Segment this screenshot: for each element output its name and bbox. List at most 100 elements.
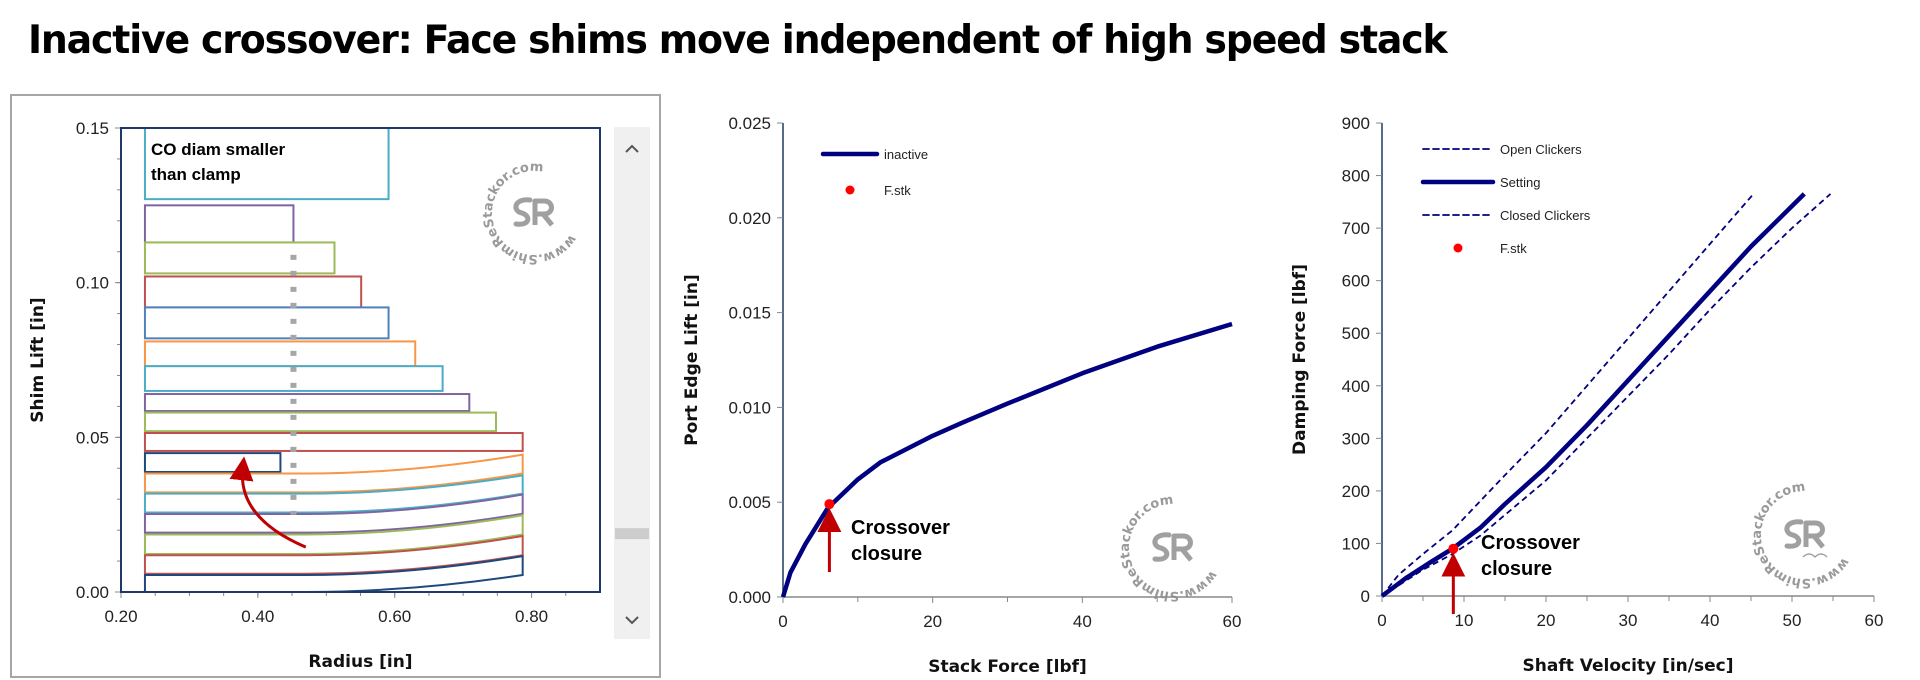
watermark-s-glyph-icon bbox=[513, 197, 533, 227]
x-tick-label: 0.20 bbox=[104, 607, 137, 626]
legend-label: F.stk bbox=[1500, 241, 1527, 256]
watermark-logo: www.ShimReStackor.com bbox=[1730, 466, 1877, 610]
scrollbar-thumb[interactable] bbox=[615, 528, 649, 540]
fstk-marker bbox=[1448, 543, 1459, 554]
y-tick-label: 200 bbox=[1342, 482, 1370, 501]
y-tick-label: 400 bbox=[1342, 377, 1370, 396]
watermark-pro-mark-icon bbox=[1802, 553, 1828, 559]
watermark-text: www.ShimReStackor.com bbox=[1730, 466, 1877, 610]
y-tick-label: 0.010 bbox=[728, 398, 771, 417]
series-line-inactive bbox=[780, 321, 1233, 598]
red-arrow-icon bbox=[229, 456, 307, 549]
y-tick-label: 0.00 bbox=[76, 583, 109, 602]
annotation-line-1: Crossover bbox=[851, 517, 950, 539]
stacked-shim bbox=[143, 393, 471, 413]
x-tick-label: 40 bbox=[1701, 611, 1720, 630]
series-line-setting bbox=[1380, 192, 1806, 598]
stacked-shim bbox=[143, 452, 282, 473]
page-title: Inactive crossover: Face shims move inde… bbox=[28, 18, 1448, 63]
stacked-shim bbox=[143, 306, 390, 340]
x-tick-label: 20 bbox=[923, 612, 942, 631]
x-axis-label: Shaft Velocity [in/sec] bbox=[1523, 656, 1734, 676]
x-axis-label: Stack Force [lbf] bbox=[928, 657, 1087, 677]
y-tick-label: 500 bbox=[1342, 324, 1370, 343]
watermark-text: www.ShimReStackor.com bbox=[1098, 479, 1245, 623]
x-tick-label: 0.80 bbox=[515, 607, 548, 626]
y-axis-label: Shim Lift [in] bbox=[28, 297, 48, 422]
y-tick-label: 0 bbox=[1361, 587, 1370, 606]
y-tick-label: 300 bbox=[1342, 429, 1370, 448]
deflected-shim bbox=[143, 514, 524, 555]
x-tick-label: 0.40 bbox=[241, 607, 274, 626]
stacked-shim bbox=[143, 411, 497, 433]
y-tick-label: 0.025 bbox=[728, 114, 771, 133]
x-tick-label: 0 bbox=[1377, 611, 1386, 630]
chevron-up-icon[interactable] bbox=[625, 144, 639, 153]
plot-frame bbox=[120, 127, 601, 593]
x-tick-label: 0.60 bbox=[378, 607, 411, 626]
annotation-line-2: closure bbox=[1481, 558, 1552, 580]
deflected-shim bbox=[143, 534, 524, 575]
y-tick-label: 100 bbox=[1342, 534, 1370, 553]
stacked-shim bbox=[143, 340, 417, 368]
watermark-r-glyph-icon bbox=[1803, 520, 1825, 549]
stacked-shim bbox=[143, 275, 363, 309]
y-tick-label: 800 bbox=[1342, 167, 1370, 186]
y-tick-label: 0.005 bbox=[728, 493, 771, 512]
legend-label: Setting bbox=[1500, 175, 1540, 190]
x-axis-label: Radius [in] bbox=[308, 652, 412, 672]
legend-label: inactive bbox=[884, 147, 928, 162]
y-tick-label: 900 bbox=[1342, 114, 1370, 133]
deflected-shim bbox=[143, 493, 524, 534]
y-tick-label: 0.020 bbox=[728, 209, 771, 228]
left-panel-border bbox=[10, 94, 661, 678]
series-line-open-clickers bbox=[1381, 193, 1755, 597]
legend-swatch-marker bbox=[845, 185, 855, 195]
deflected-shim bbox=[143, 453, 524, 494]
watermark-r-glyph-icon bbox=[532, 198, 554, 227]
fstk-marker bbox=[824, 499, 835, 510]
stacked-shim bbox=[143, 432, 524, 452]
x-tick-label: 10 bbox=[1455, 611, 1474, 630]
y-axis-label: Damping Force [lbf] bbox=[1290, 264, 1310, 455]
watermark-logo: www.ShimReStackor.com bbox=[1098, 479, 1245, 623]
y-tick-label: 600 bbox=[1342, 272, 1370, 291]
legend-label: F.stk bbox=[884, 183, 911, 198]
deflected-shim bbox=[143, 554, 524, 593]
watermark-s-glyph-icon bbox=[1152, 532, 1172, 562]
legend-label: Open Clickers bbox=[1500, 142, 1582, 157]
scrollbar-track[interactable] bbox=[614, 127, 650, 639]
x-tick-label: 30 bbox=[1619, 611, 1638, 630]
y-tick-label: 0.10 bbox=[76, 274, 109, 293]
y-tick-label: 0.05 bbox=[76, 428, 109, 447]
y-tick-label: 0.015 bbox=[728, 304, 771, 323]
y-tick-label: 0.15 bbox=[76, 119, 109, 138]
x-tick-label: 20 bbox=[1537, 611, 1556, 630]
x-tick-label: 50 bbox=[1783, 611, 1802, 630]
chevron-down-icon[interactable] bbox=[625, 616, 639, 625]
y-axis-label: Port Edge Lift [in] bbox=[682, 274, 702, 446]
shim-lift-chart: www.ShimReStackor.com 0.20 0.40 0.60 0.80 0.0… bbox=[28, 119, 605, 672]
watermark-logo: www.ShimReStackor.com bbox=[461, 143, 605, 286]
stacked-shim bbox=[143, 204, 295, 244]
annotation-line-1: CO diam smaller bbox=[151, 140, 286, 159]
stacked-shim bbox=[143, 241, 336, 275]
stacked-shim bbox=[143, 127, 390, 201]
watermark-text-path: www.ShimReStackor.com bbox=[1730, 466, 1877, 610]
port-edge-lift-chart: www.ShimReStackor.com 0 20 40 60 0.000 0.005 0.… bbox=[682, 114, 1245, 677]
x-tick-label: 40 bbox=[1073, 612, 1092, 631]
annotation-line-1: Crossover bbox=[1481, 532, 1580, 554]
y-tick-label: 0.000 bbox=[728, 588, 771, 607]
x-tick-label: 60 bbox=[1865, 611, 1884, 630]
vertical-scrollbar[interactable] bbox=[614, 127, 650, 639]
deflected-shim bbox=[143, 474, 524, 514]
watermark-text-path: www.ShimReStackor.com bbox=[1098, 479, 1245, 623]
legend-label: Closed Clickers bbox=[1500, 208, 1591, 223]
watermark-r-glyph-icon bbox=[1171, 533, 1193, 562]
legend-swatch-marker bbox=[1453, 243, 1463, 253]
annotation-line-2: closure bbox=[851, 543, 922, 565]
y-tick-label: 700 bbox=[1342, 219, 1370, 238]
watermark-s-glyph-icon bbox=[1784, 519, 1804, 549]
